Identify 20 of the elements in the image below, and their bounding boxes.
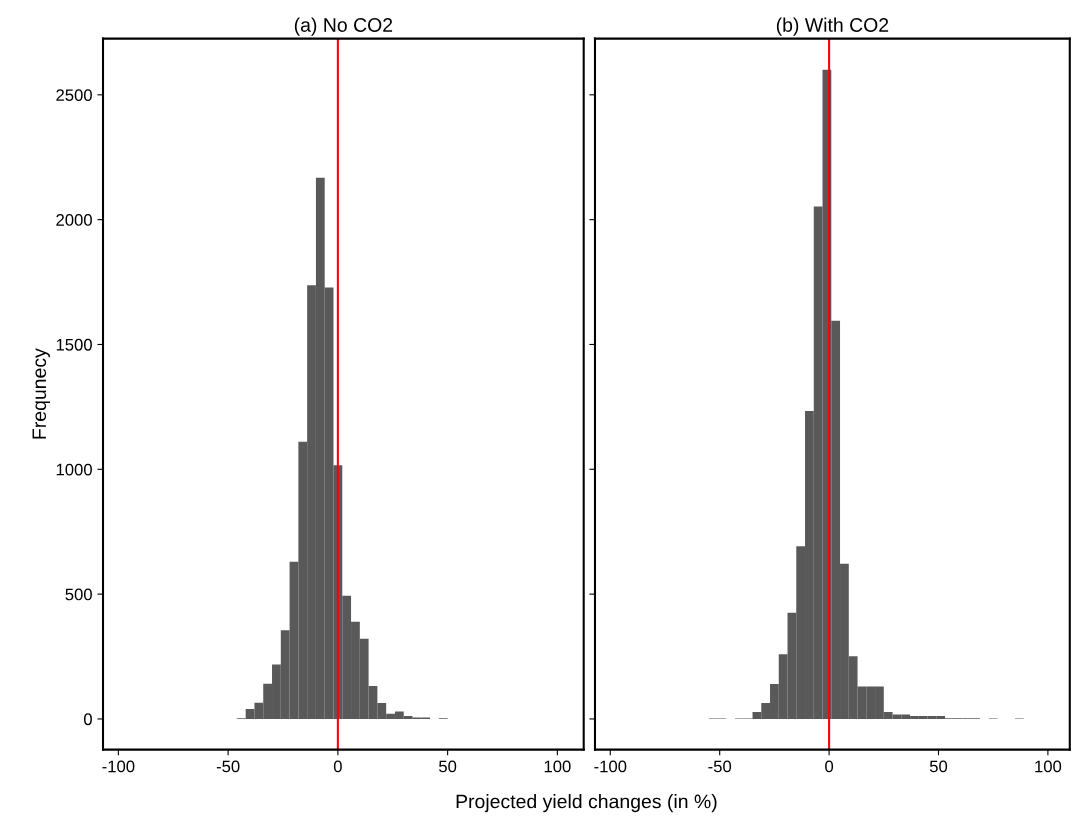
x-tick-label: 100 xyxy=(544,760,571,773)
x-tick-label: -50 xyxy=(216,760,240,773)
x-tick-label: 50 xyxy=(929,760,948,773)
y-tick-label: 500 xyxy=(65,588,92,601)
x-tick-label: 0 xyxy=(825,760,834,773)
y-tick-label: 2500 xyxy=(56,89,92,102)
y-axis-title: Frequnecy xyxy=(32,348,50,439)
x-axis-title: Projected yield changes (in %) xyxy=(456,794,717,813)
x-tick-label: 0 xyxy=(333,760,342,773)
x-tick-label: 50 xyxy=(439,760,457,773)
chart-title: (b) With CO2 xyxy=(776,17,889,36)
x-tick-label: -50 xyxy=(708,760,732,773)
y-tick-label: 0 xyxy=(83,713,92,726)
y-tick-label: 2000 xyxy=(56,214,92,226)
chart-title: (a) No CO2 xyxy=(294,17,393,36)
x-tick-label: -100 xyxy=(594,760,627,773)
x-tick-label: 100 xyxy=(1035,760,1062,773)
y-tick-label: 1000 xyxy=(56,463,92,476)
x-tick-label: -100 xyxy=(102,760,135,773)
y-tick-label: 1500 xyxy=(56,338,92,351)
